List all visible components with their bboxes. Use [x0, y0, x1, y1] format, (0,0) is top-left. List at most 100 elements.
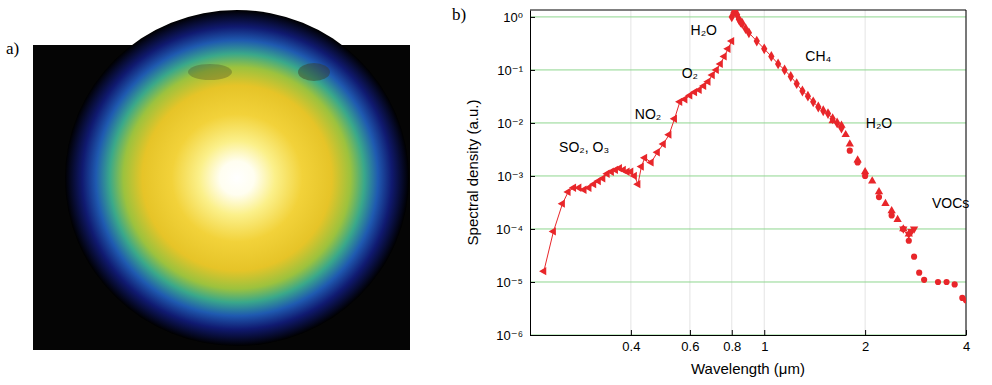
data-point: [911, 254, 917, 260]
y-tick-label: 10⁻¹: [497, 63, 523, 78]
data-point: [935, 279, 941, 285]
x-tick: 1: [761, 330, 768, 354]
data-point: [881, 199, 889, 206]
data-point: [781, 64, 787, 75]
data-point: [633, 180, 640, 188]
data-point: [719, 52, 726, 60]
grid: [530, 10, 966, 335]
data-point: [805, 91, 811, 102]
y-grid-line: [530, 335, 966, 336]
y-tick-mark: [530, 70, 535, 71]
panel-label: a): [6, 39, 19, 58]
x-tick-mark: [764, 330, 765, 335]
data-point: [828, 116, 836, 123]
annotation: NO₂: [635, 106, 661, 122]
data-point: [563, 188, 570, 196]
x-tick: 0.8: [723, 330, 741, 354]
x-tick-mark: [966, 330, 967, 335]
speck: [188, 64, 232, 80]
y-tick-mark: [530, 176, 535, 177]
speck: [298, 63, 330, 81]
data-point: [887, 206, 895, 213]
x-tick-mark: [690, 330, 691, 335]
y-tick: 10⁻⁶: [496, 328, 535, 343]
data-point: [788, 71, 794, 82]
data-point: [699, 82, 706, 90]
data-point: [579, 186, 586, 194]
data-point: [943, 279, 949, 285]
data-point: [868, 176, 876, 183]
annotation: SO₂, O₃: [559, 139, 609, 155]
y-tick-label: 10⁻²: [497, 116, 523, 131]
annotations: SO₂, O₃ NO₂ O₂ H₂O CH₄ H₂O VOCs: [559, 22, 969, 211]
data-point: [876, 194, 882, 200]
data-layer: [539, 10, 966, 303]
data-point: [875, 187, 883, 194]
data-point: [810, 96, 816, 107]
data-point: [754, 36, 760, 47]
data-point: [846, 139, 854, 146]
data-point: [716, 60, 723, 68]
plot-frame: [966, 10, 967, 335]
annotation: H₂O: [691, 22, 718, 38]
data-point: [646, 158, 653, 166]
y-grid-line: [530, 16, 966, 17]
x-axis-title: Wavelength (μm): [691, 360, 805, 377]
x-tick-mark: [865, 330, 866, 335]
data-point: [794, 78, 800, 89]
data-point: [775, 58, 781, 69]
data-point: [653, 148, 660, 156]
x-axis: 0.40.60.8124: [531, 330, 971, 354]
y-tick-label: 10⁻⁴: [496, 222, 523, 237]
y-tick-label: 10⁻³: [497, 169, 523, 184]
data-point: [539, 267, 546, 275]
y-tick: 10⁻²: [497, 116, 535, 131]
image-panel: [33, 10, 410, 350]
data-point: [670, 115, 677, 123]
y-tick-mark: [530, 123, 535, 124]
plot-frame: [530, 10, 966, 11]
y-axis: 10⁻⁶10⁻⁵10⁻⁴10⁻³10⁻²10⁻¹10⁰: [496, 10, 535, 343]
x-tick-mark: [631, 330, 632, 335]
y-tick-mark: [530, 282, 535, 283]
data-point: [659, 140, 666, 148]
data-point: [694, 86, 701, 94]
data-point: [598, 174, 605, 182]
x-tick: 4: [963, 330, 970, 354]
data-point: [768, 51, 774, 62]
data-point: [952, 281, 958, 287]
data-point: [837, 121, 845, 128]
y-tick-label: 10⁻⁶: [496, 328, 523, 343]
annotation: VOCs: [932, 195, 969, 211]
y-axis-title: Spectral density (a.u.): [464, 100, 481, 246]
y-tick-label: 10⁰: [503, 10, 523, 25]
data-point: [963, 297, 966, 303]
y-grid-line: [530, 122, 966, 123]
annotation: O₂: [682, 65, 698, 81]
x-tick-label: 1: [761, 339, 768, 354]
y-grid-line: [530, 175, 966, 176]
data-point: [761, 43, 767, 54]
data-point: [799, 86, 805, 97]
y-tick: 10⁻¹: [497, 63, 535, 78]
data-point: [630, 172, 637, 180]
data-point: [664, 131, 671, 139]
annotation: H₂O: [866, 115, 893, 131]
data-point: [574, 184, 581, 192]
data-point: [825, 108, 831, 119]
data-point: [703, 78, 710, 86]
x-grid-line: [966, 10, 967, 335]
data-point: [637, 162, 644, 170]
data-point: [680, 95, 687, 103]
x-grid-line: [764, 10, 765, 335]
data-point: [889, 212, 895, 218]
x-tick: 0.6: [681, 330, 699, 354]
data-point: [921, 277, 927, 283]
x-axis-line: [531, 335, 967, 336]
panel-label: b): [452, 5, 466, 24]
annotation: CH₄: [805, 48, 831, 64]
y-tick-mark: [530, 229, 535, 230]
x-tick-mark: [732, 330, 733, 335]
x-tick-label: 0.4: [622, 339, 640, 354]
data-point: [558, 200, 565, 208]
